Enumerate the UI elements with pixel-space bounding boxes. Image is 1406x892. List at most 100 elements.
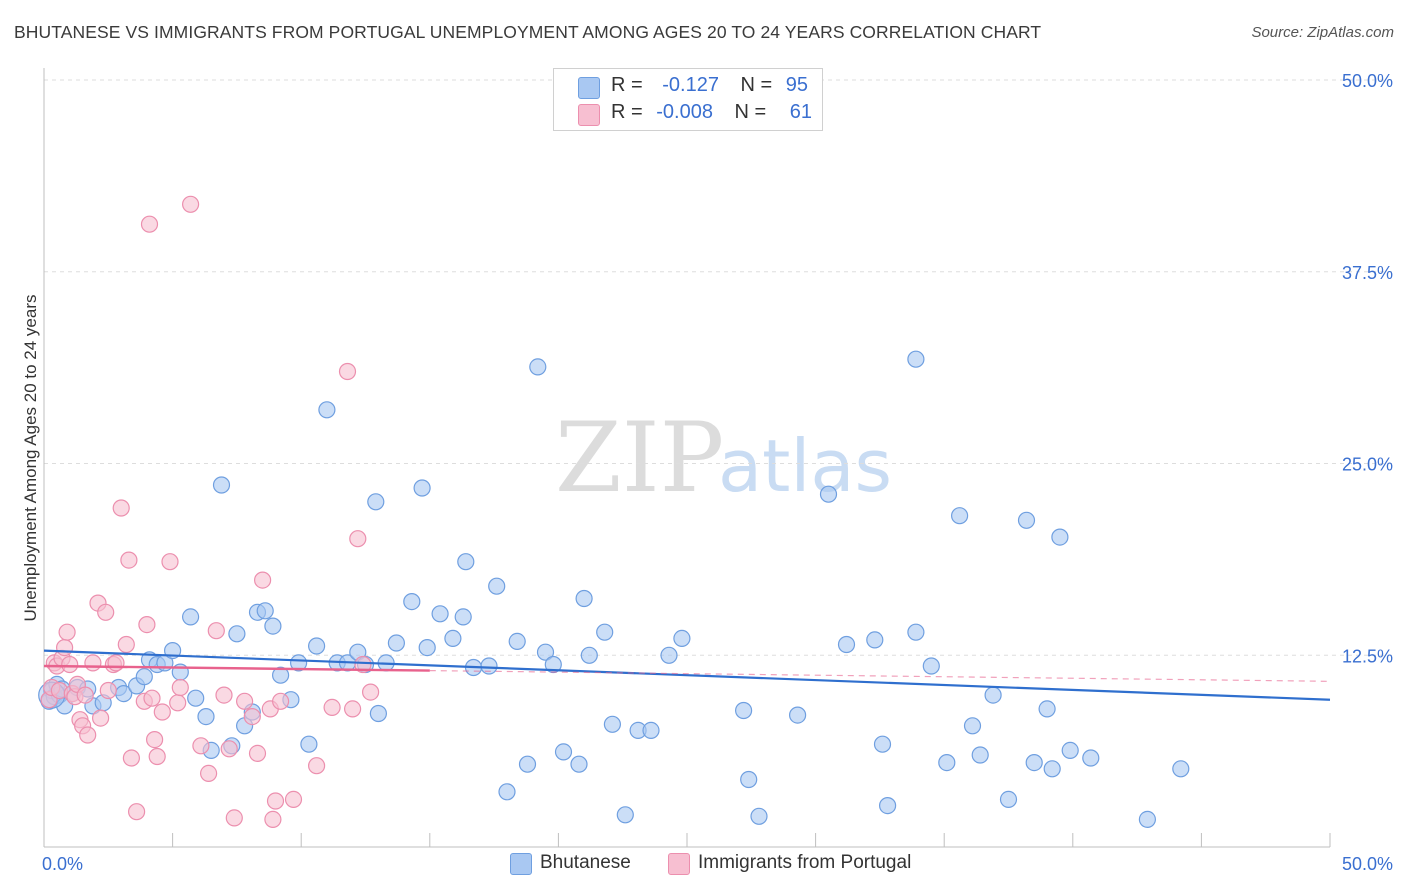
bhutanese-point — [182, 608, 200, 626]
portugal-points — [40, 195, 380, 829]
source-label: Source: ZipAtlas.com — [1251, 24, 1394, 41]
bhutanese-point — [866, 631, 884, 649]
stats-legend: R = -0.127 N = 95 R = -0.008 N = 61 — [553, 68, 823, 131]
portugal-point — [97, 603, 115, 621]
bhutanese-point — [938, 753, 956, 772]
portugal-point — [215, 686, 233, 704]
portugal-point — [308, 757, 326, 775]
bhutanese-point — [1061, 741, 1079, 760]
bhutanese-point — [837, 635, 856, 654]
y-tick-label: 25.0% — [1342, 455, 1393, 475]
bhutanese-point — [135, 668, 153, 686]
bhutanese-point — [873, 735, 892, 753]
bhutanese-point — [369, 704, 387, 723]
portugal-point — [266, 792, 285, 810]
portugal-point — [338, 362, 357, 381]
portugal-point — [128, 803, 146, 821]
bhutanese-point — [413, 479, 431, 497]
axes — [43, 68, 1331, 848]
bhutanese-point — [1138, 810, 1157, 829]
bhutanese-point — [963, 717, 982, 735]
bhutanese-point — [536, 643, 555, 661]
bhutanese-point — [596, 623, 614, 641]
portugal-point — [349, 530, 367, 548]
bhutanese-trend-line — [43, 649, 1331, 701]
bhutanese-point — [788, 706, 807, 724]
legend-n-label: N = — [734, 101, 767, 123]
portugal-point — [225, 809, 243, 827]
bhutanese-point — [300, 735, 318, 753]
portugal-point — [192, 737, 210, 755]
bhutanese-point — [488, 577, 506, 595]
bhutanese-point — [740, 770, 758, 789]
series-name: Bhutanese — [540, 852, 631, 873]
legend-n-value: 61 — [789, 101, 813, 123]
bhutanese-point — [907, 350, 925, 368]
bhutanese-point — [734, 701, 753, 720]
bhutanese-point — [228, 625, 246, 643]
bhutanese-point — [290, 654, 308, 672]
y-tick-label: 37.5% — [1342, 263, 1393, 283]
legend-r-value: -0.127 — [662, 74, 719, 96]
portugal-point — [272, 692, 290, 710]
legend-n-label: N = — [740, 74, 773, 96]
bhutanese-point — [1017, 511, 1036, 529]
bhutanese-point — [498, 783, 516, 801]
portugal-point — [362, 683, 380, 701]
x-tick-label: 50.0% — [1342, 854, 1393, 874]
legend-n-value: 95 — [785, 74, 809, 96]
bhutanese-point — [750, 807, 768, 825]
portugal-point — [117, 635, 135, 654]
bhutanese-point — [642, 721, 660, 740]
portugal-point — [122, 749, 140, 767]
bhutanese-point — [418, 638, 436, 657]
legend-swatch-pink — [578, 104, 600, 126]
portugal-point — [99, 681, 117, 700]
legend-swatch-blue — [510, 853, 532, 875]
portugal-point — [171, 678, 189, 697]
portugal-point — [61, 655, 79, 674]
portugal-point — [84, 654, 102, 672]
bhutanese-point — [660, 646, 678, 664]
legend-r-label: R = — [611, 74, 643, 96]
bhutanese-point — [673, 629, 691, 648]
portugal-point — [200, 764, 218, 783]
bhutanese-point — [444, 629, 462, 648]
bhutanese-point — [454, 608, 472, 626]
bhutanese-point — [1051, 528, 1069, 546]
bhutanese-point — [197, 707, 215, 726]
portugal-point — [323, 698, 341, 717]
bhutanese-point — [403, 592, 421, 611]
portugal-point — [248, 744, 267, 763]
portugal-point — [140, 215, 159, 233]
portugal-point — [284, 790, 303, 809]
bhutanese-point — [480, 657, 498, 675]
series-legend: Bhutanese Immigrants from Portugal — [0, 852, 1406, 878]
bhutanese-point — [264, 617, 282, 635]
bhutanese-point — [272, 666, 290, 684]
bhutanese-point — [1082, 749, 1100, 767]
portugal-point — [143, 689, 161, 707]
chart-title: BHUTANESE VS IMMIGRANTS FROM PORTUGAL UN… — [14, 22, 1042, 42]
bhutanese-point — [603, 715, 622, 733]
watermark-atlas: atlas — [718, 424, 892, 508]
legend-swatch-blue — [578, 77, 600, 99]
portugal-point — [58, 623, 76, 641]
trend-lines — [43, 649, 1331, 701]
bhutanese-point — [256, 602, 274, 620]
series-name: Immigrants from Portugal — [698, 852, 912, 873]
portugal-point — [220, 740, 238, 758]
bhutanese-point — [308, 637, 326, 655]
bhutanese-point — [1038, 700, 1056, 718]
portugal-point — [169, 694, 187, 712]
portugal-point — [146, 730, 164, 749]
portugal-point — [91, 709, 110, 727]
bhutanese-point — [387, 634, 405, 652]
bhutanese-point — [984, 686, 1002, 704]
portugal-point — [236, 692, 254, 710]
bhutanese-point — [616, 806, 634, 824]
bhutanese-point — [212, 476, 231, 494]
watermark: ZIP atlas — [555, 402, 892, 514]
portugal-point — [107, 654, 125, 672]
y-tick-label: 12.5% — [1342, 646, 1393, 666]
